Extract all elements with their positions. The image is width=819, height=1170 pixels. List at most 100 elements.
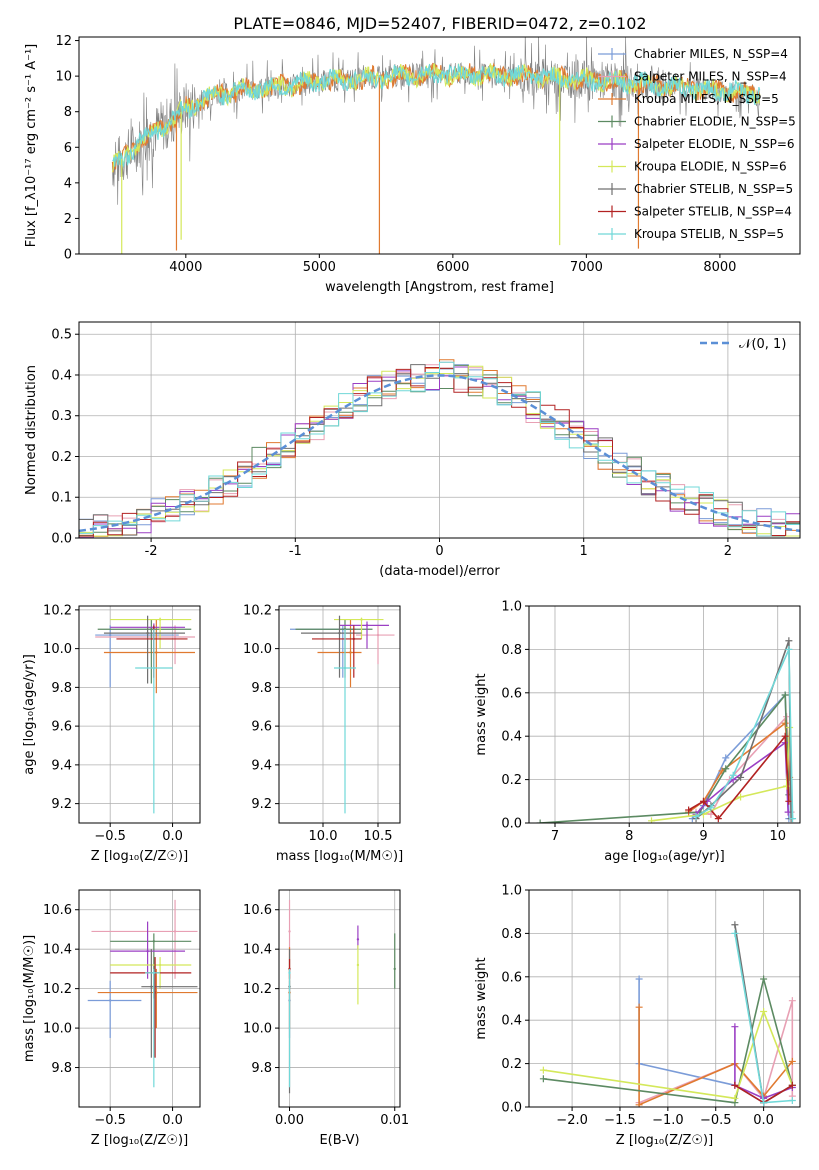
spectrum-panel: 4000 5000 6000 7000 8000 0 2 4 6 8 10 12 wavelength …	[24, 34, 801, 295]
point-kroupa_elodie	[158, 618, 162, 621]
y-tick-label: 10.0	[43, 1022, 72, 1037]
marker-kroupa_stelib	[692, 812, 700, 820]
spectrum-plot-area	[111, 37, 761, 254]
x-tick-label: -2	[145, 544, 158, 559]
point-chabrier_elodie	[150, 628, 153, 631]
y-tick-label: 10.4	[43, 943, 72, 958]
x-tick-label: -1	[289, 544, 302, 559]
point-salpeter_miles	[173, 930, 177, 933]
y-tick-label: 0.0	[501, 1101, 522, 1116]
marker-kroupa_miles	[788, 1057, 796, 1065]
x-tick-label: 5000	[303, 260, 336, 275]
x-tick-label: −2.0	[556, 1113, 588, 1128]
series-salpeter_elodie	[734, 1026, 793, 1100]
point-chabrier_miles	[108, 633, 112, 637]
y-tick-label: 8	[64, 105, 72, 120]
y-tick-label: 0.3	[51, 409, 72, 424]
marker-kroupa_stelib	[785, 645, 793, 653]
legend-label: Salpeter MILES, N_SSP=4	[634, 70, 787, 84]
mass_vs_ebv-panel: 0.00 0.01 9.8 10.0 10.2 10.4 10.6 E(B-V)	[243, 889, 409, 1148]
mass_vs_ebv-plot-area	[288, 899, 396, 1094]
y-tick-label: 10.0	[43, 642, 72, 657]
point-chabrier_stelib	[338, 631, 341, 635]
marker-kroupa_stelib	[788, 1096, 796, 1104]
x-tick-label: −1.5	[604, 1113, 636, 1128]
legend-label: Salpeter STELIB, N_SSP=4	[634, 205, 792, 219]
y-tick-label: 9.6	[251, 720, 272, 735]
y-tick-label: 0.1	[51, 491, 72, 506]
marker-salpeter_stelib	[685, 806, 693, 814]
y-axis-label: mass [log₁₀(M/M☉)]	[22, 935, 37, 1062]
series-chabrier_elodie	[543, 978, 794, 1104]
point-kroupa_stelib	[343, 666, 347, 670]
y-tick-label: 10.4	[243, 943, 272, 958]
histogram-kroupa_stelib	[79, 361, 800, 538]
y-tick-label: 2	[64, 212, 72, 227]
point-chabrier_stelib	[150, 985, 153, 988]
point-salpeter_miles	[173, 635, 177, 639]
figure-title: PLATE=0846, MJD=52407, FIBERID=0472, z=0…	[233, 14, 646, 33]
gaussian-curve	[79, 374, 800, 533]
y-tick-label: 9.4	[51, 758, 72, 773]
marker-kroupa_elodie	[783, 782, 791, 790]
y-tick-label: 9.8	[51, 1061, 72, 1076]
y-tick-label: 0.8	[501, 643, 522, 658]
axes-frame	[78, 605, 201, 824]
x-tick-label: 0.0	[162, 1113, 183, 1128]
x-tick-label: 10.0	[309, 829, 338, 844]
marker-kroupa_elodie	[760, 1008, 768, 1016]
age_vs_mass-panel: 10.0 10.5 9.2 9.4 9.6 9.8 10.0 10.2 mass [log₁₀(…	[243, 603, 403, 864]
marker-kroupa_miles	[781, 719, 789, 727]
mass_weight_vs_age-plot-area	[536, 637, 797, 823]
marker-chabrier_miles	[635, 975, 643, 983]
marker-salpeter_stelib	[781, 732, 789, 740]
y-tick-label: 0.4	[51, 368, 72, 383]
axes-frame	[278, 605, 401, 824]
series-kroupa_elodie	[543, 1009, 794, 1100]
axes-frame	[278, 889, 401, 1108]
spectrum-model-kroupa_stelib	[112, 63, 761, 168]
y-axis-label: mass weight	[474, 673, 489, 755]
marker-kroupa_elodie	[539, 1066, 547, 1074]
x-tick-label: 6000	[436, 260, 469, 275]
axes-frame	[528, 889, 801, 1108]
point-kroupa_miles	[155, 991, 158, 994]
legend-label: Chabrier ELODIE, N_SSP=5	[634, 115, 796, 129]
residuals-plot-area	[79, 359, 800, 538]
y-tick-label: 9.2	[251, 797, 272, 812]
x-axis-label: mass [log₁₀(M/M☉)]	[276, 849, 403, 864]
y-tick-label: 10.6	[43, 903, 72, 918]
point-kroupa_elodie	[356, 963, 360, 967]
point-kroupa_miles	[155, 651, 158, 654]
y-tick-label: 0.2	[501, 1057, 522, 1072]
y-tick-label: 9.6	[51, 720, 72, 735]
y-tick-label: 6	[64, 141, 72, 156]
marker-kroupa_stelib	[731, 929, 739, 937]
axes-frame	[78, 36, 801, 255]
y-tick-label: 10.2	[243, 603, 272, 618]
point-kroupa_stelib	[152, 971, 156, 975]
marker-chabrier_elodie	[760, 975, 768, 983]
legend-label: Kroupa MILES, N_SSP=5	[634, 92, 779, 106]
y-tick-label: 9.4	[251, 758, 272, 773]
y-tick-label: 0.0	[51, 532, 72, 547]
x-tick-label: −0.5	[94, 829, 126, 844]
x-tick-label: 10	[769, 829, 786, 844]
y-tick-label: 0.4	[501, 1014, 522, 1029]
point-kroupa_elodie	[158, 963, 162, 967]
marker-salpeter_elodie	[731, 1023, 739, 1031]
legend-label: Chabrier MILES, N_SSP=4	[634, 47, 788, 61]
point-chabrier_elodie	[152, 940, 156, 943]
y-tick-label: 0.6	[501, 686, 522, 701]
marker-chabrier_stelib	[737, 773, 745, 781]
point-chabrier_elodie	[393, 967, 396, 971]
x-axis-label: Z [log₁₀(Z/Z☉)]	[91, 849, 188, 864]
point-salpeter_elodie	[356, 938, 360, 941]
marker-kroupa_stelib	[760, 1099, 768, 1107]
x-tick-label: 0.0	[753, 1113, 774, 1128]
y-tick-label: 9.2	[51, 797, 72, 812]
y-tick-label: 10.0	[243, 642, 272, 657]
y-tick-label: 9.8	[251, 1061, 272, 1076]
x-tick-label: −0.5	[700, 1113, 732, 1128]
x-tick-label: 0.00	[275, 1113, 304, 1128]
